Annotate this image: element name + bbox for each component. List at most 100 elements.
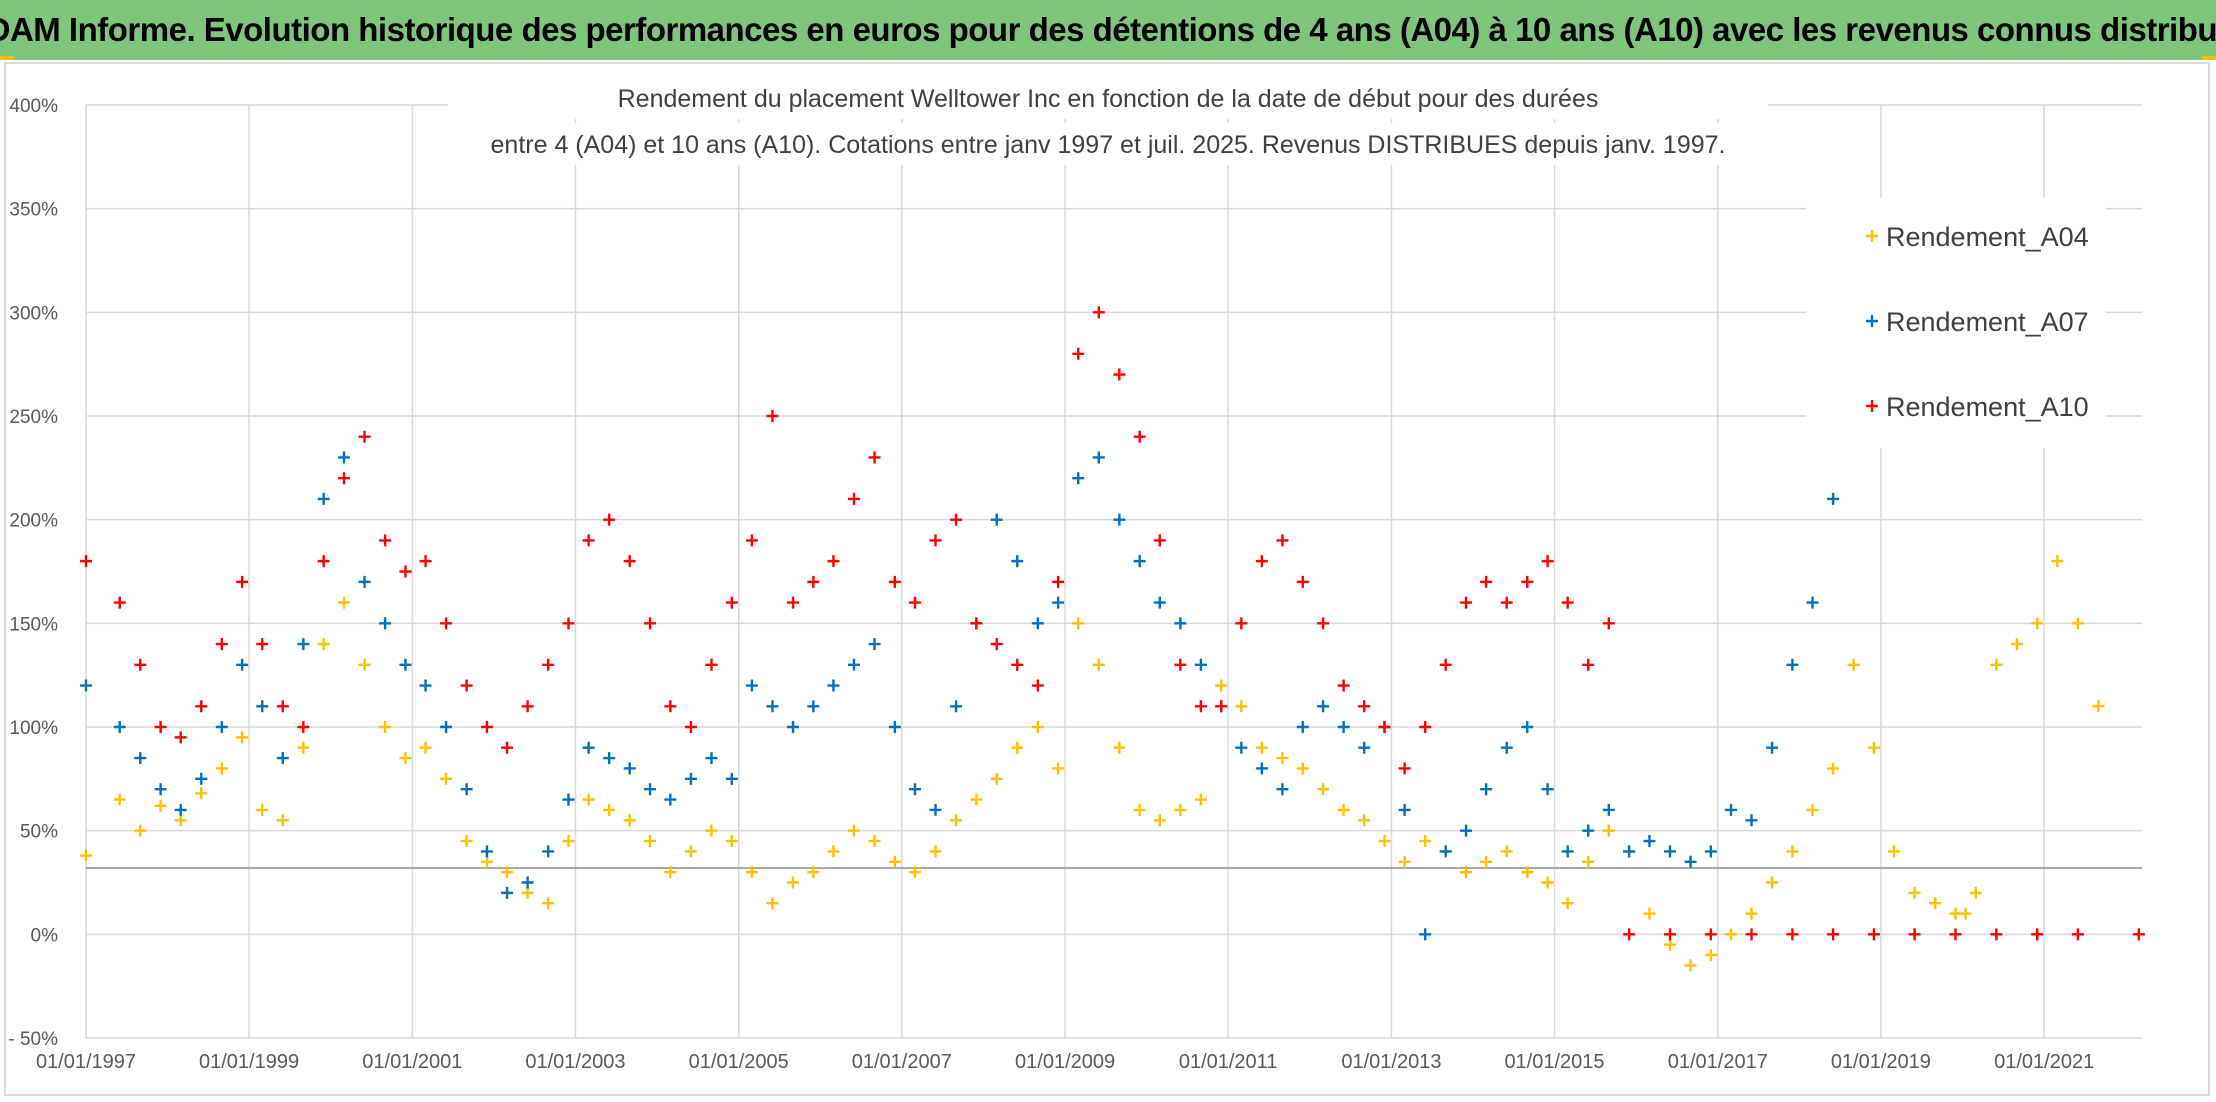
data-point — [276, 752, 289, 765]
data-point — [154, 721, 167, 733]
data-point — [1133, 430, 1146, 443]
series-Rendement_A04 — [80, 555, 2105, 972]
data-point — [1990, 928, 2003, 941]
data-point — [582, 793, 595, 806]
y-tick-label: - 50% — [8, 1029, 58, 1050]
y-tick-label: 100% — [9, 718, 58, 739]
data-point — [1174, 658, 1187, 671]
data-point — [1500, 845, 1513, 858]
data-point — [1153, 534, 1166, 547]
x-tick-label: 01/01/2017 — [1668, 1051, 1768, 1073]
data-point — [542, 658, 555, 671]
data-point — [1664, 938, 1676, 951]
data-point — [80, 849, 92, 862]
data-point — [1296, 721, 1309, 733]
data-point — [745, 534, 758, 547]
data-point — [888, 721, 901, 733]
data-point — [1358, 814, 1371, 827]
data-point — [1378, 835, 1391, 848]
series-Rendement_A07 — [80, 451, 1840, 941]
data-point — [970, 793, 983, 806]
data-point — [174, 731, 187, 744]
data-point — [1684, 855, 1697, 868]
data-point — [276, 814, 289, 827]
data-point — [766, 897, 779, 910]
data-point — [929, 534, 942, 547]
data-point — [1602, 617, 1615, 630]
data-point — [725, 835, 738, 848]
data-point — [847, 492, 860, 505]
data-point — [1153, 596, 1166, 609]
data-point — [113, 721, 126, 733]
data-point — [1521, 721, 1534, 733]
data-point — [1561, 897, 1574, 910]
data-point — [1786, 928, 1799, 941]
data-point — [195, 700, 208, 713]
data-point — [297, 638, 310, 651]
data-point — [1194, 793, 1207, 806]
data-point — [644, 617, 657, 630]
data-point — [1378, 721, 1391, 733]
data-point — [215, 721, 228, 733]
data-point — [1480, 855, 1493, 868]
data-point — [1072, 347, 1085, 360]
data-point — [807, 866, 820, 879]
report-banner: ADAM Informe. Evolution historique des p… — [0, 0, 2216, 60]
x-tick-label: 01/01/2019 — [1831, 1051, 1931, 1073]
data-point — [2071, 928, 2084, 941]
y-tick-label: 300% — [9, 303, 58, 324]
data-point — [358, 575, 371, 588]
data-point — [1867, 741, 1880, 754]
data-point — [1276, 783, 1289, 796]
data-point — [603, 803, 616, 816]
y-tick-label: 400% — [9, 96, 58, 117]
data-point — [1052, 575, 1065, 588]
data-point — [623, 762, 636, 775]
title-background — [418, 123, 1798, 165]
series-layer — [80, 306, 2145, 972]
data-point — [1337, 721, 1350, 733]
data-point — [1908, 886, 1921, 899]
data-point — [1602, 824, 1615, 837]
data-point — [664, 700, 677, 713]
data-point — [338, 596, 351, 609]
data-point — [2031, 928, 2044, 941]
data-point — [1398, 762, 1411, 775]
data-point — [256, 638, 269, 651]
data-point — [1724, 928, 1737, 941]
data-point — [1113, 368, 1126, 381]
data-point — [684, 721, 697, 733]
data-point — [1990, 658, 2003, 671]
x-tick-label: 01/01/2015 — [1504, 1051, 1604, 1073]
data-point — [480, 721, 493, 733]
data-point — [480, 855, 493, 868]
data-point — [929, 803, 942, 816]
data-point — [1255, 762, 1268, 775]
data-point — [134, 658, 147, 671]
data-point — [113, 793, 126, 806]
data-point — [1460, 866, 1473, 879]
y-tick-label: 0% — [31, 925, 59, 946]
x-tick-label: 01/01/1997 — [36, 1051, 136, 1073]
data-point — [399, 658, 412, 671]
data-point — [1460, 824, 1473, 837]
x-tick-label: 01/01/2011 — [1179, 1051, 1278, 1073]
data-point — [1011, 555, 1024, 568]
data-point — [1908, 928, 1921, 941]
data-point — [134, 752, 147, 765]
data-point — [399, 565, 412, 578]
data-point — [1786, 658, 1799, 671]
data-point — [1460, 596, 1473, 609]
data-point — [1031, 679, 1044, 692]
data-point — [256, 700, 269, 713]
data-point — [1969, 886, 1982, 899]
x-tick-label: 01/01/2009 — [1015, 1051, 1115, 1073]
data-point — [1704, 928, 1717, 941]
data-point — [1174, 803, 1187, 816]
axis-layer: - 50% 0% 50% 100% 150% 200% 250% 300% 350% 400% 01… — [8, 96, 2094, 1073]
banner-right-accent — [2202, 56, 2216, 60]
legend-label: Rendement_A10 — [1886, 392, 2089, 422]
data-point — [2051, 555, 2064, 568]
data-point — [2132, 928, 2145, 941]
data-point — [1398, 803, 1411, 816]
